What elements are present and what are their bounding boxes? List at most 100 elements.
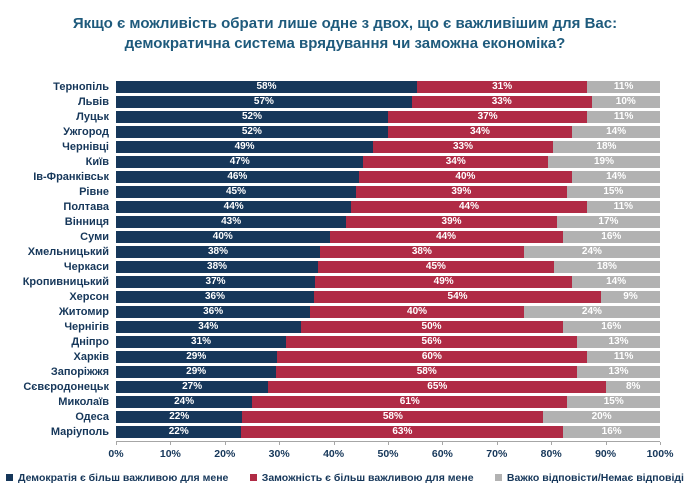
chart-row: Кропивницький 37% 49% 14% <box>8 275 660 290</box>
chart-row: Запоріжжя 29% 58% 13% <box>8 365 660 380</box>
category-label: Ужгород <box>63 126 109 139</box>
category-label: Львів <box>77 96 109 109</box>
bar-segment: 15% <box>566 186 660 199</box>
category-label: Житомир <box>58 306 109 319</box>
bar-segment: 18% <box>553 261 660 274</box>
bar-track: 58% 31% 11% <box>116 81 660 94</box>
bar-track: 49% 33% 18% <box>116 141 660 154</box>
bar-segment: 52% <box>116 111 388 124</box>
bar-track: 37% 49% 14% <box>116 276 660 289</box>
axis-tick <box>496 441 498 445</box>
bar-track: 31% 56% 13% <box>116 336 660 349</box>
bar-segment: 33% <box>411 96 592 109</box>
chart-title: Якщо є можливість обрати лише одне з дво… <box>72 15 618 52</box>
chart-row: Вінниця 43% 39% 17% <box>8 215 660 230</box>
bar-segment: 52% <box>116 126 388 139</box>
chart-row: Полтава 44% 44% 11% <box>8 200 660 215</box>
axis-tick-label: 80% <box>540 447 562 460</box>
category-label: Сєвєродонецьк <box>23 381 109 394</box>
chart-row: Харків 29% 60% 11% <box>8 350 660 365</box>
bar-track: 46% 40% 14% <box>116 171 660 184</box>
category-label: Вінниця <box>64 216 109 229</box>
bar-segment: 9% <box>601 291 660 304</box>
bar-segment: 50% <box>300 321 563 334</box>
bar-segment: 40% <box>310 306 524 319</box>
bar-track: 34% 50% 16% <box>116 321 661 334</box>
bar-segment: 37% <box>116 276 316 289</box>
bar-segment: 49% <box>315 276 573 289</box>
category-label: Ів-Франківськ <box>33 171 109 184</box>
bar-segment: 11% <box>587 351 660 364</box>
bar-segment: 49% <box>116 141 374 154</box>
bar-segment: 58% <box>276 366 578 379</box>
category-label: Дніпро <box>71 336 109 349</box>
legend-label-democracy: Демократія є більш важливою для мене <box>18 471 229 484</box>
chart-row: Суми 40% 44% 16% <box>8 230 660 245</box>
category-label: Луцьк <box>76 111 109 124</box>
bar-segment: 61% <box>252 396 568 409</box>
chart-row: Львів 57% 33% 10% <box>8 95 660 110</box>
axis-tick-label: 70% <box>486 447 508 460</box>
axis-tick <box>388 441 389 445</box>
category-label: Черкаси <box>63 261 109 274</box>
chart-row: Ужгород 52% 34% 14% <box>8 125 660 140</box>
chart-row: Київ 47% 34% 19% <box>8 155 660 170</box>
survey-stacked-bar-chart: Якщо є можливість обрати лише одне з дво… <box>6 15 684 484</box>
bar-segment: 63% <box>241 426 564 439</box>
bar-segment: 34% <box>363 156 549 169</box>
chart-row: Чернігів 34% 50% 16% <box>8 320 661 335</box>
axis-tick-label: 50% <box>377 447 399 460</box>
bar-segment: 11% <box>587 111 660 124</box>
legend-item-democracy: Демократія є більш важливою для мене <box>6 472 228 484</box>
axis-tick <box>333 441 335 445</box>
bar-segment: 65% <box>268 381 607 394</box>
bar-segment: 24% <box>523 246 661 259</box>
category-label: Суми <box>80 231 109 244</box>
bar-segment: 8% <box>606 381 660 394</box>
axis-tick-label: 0% <box>108 447 124 460</box>
axis-tick <box>279 441 281 445</box>
bar-track: 52% 34% 14% <box>116 126 660 139</box>
bar-segment: 54% <box>314 291 602 304</box>
legend: Демократія є більш важливою для мене Зам… <box>6 472 684 484</box>
bar-track: 38% 45% 18% <box>116 261 660 274</box>
axis-tick-label: 60% <box>431 447 453 460</box>
x-axis: 0% 10% 20% 30% 40% 50% 60% 70% 80% 90% 100% <box>8 440 673 464</box>
axis-tick <box>170 441 172 445</box>
bar-track: 29% 60% 11% <box>116 351 660 364</box>
bar-segment: 47% <box>116 156 364 169</box>
category-label: Хмельницький <box>27 246 109 259</box>
legend-swatch-undecided <box>494 474 502 482</box>
bar-track: 22% 63% 16% <box>116 426 661 439</box>
category-label: Київ <box>85 156 109 169</box>
bar-track: 29% 58% 13% <box>116 366 660 379</box>
chart-row: Тернопіль 58% 31% 11% <box>8 80 660 95</box>
bar-segment: 24% <box>523 306 660 319</box>
axis-tick-label: 90% <box>595 447 617 460</box>
bar-segment: 16% <box>563 426 661 439</box>
bar-segment: 33% <box>373 141 553 154</box>
bar-track: 36% 54% 9% <box>116 291 660 304</box>
category-label: Запоріжжя <box>50 366 109 379</box>
bar-segment: 16% <box>562 321 661 334</box>
bar-track: 44% 44% 11% <box>116 201 660 214</box>
bar-segment: 29% <box>116 366 277 379</box>
axis-tick <box>660 441 661 445</box>
bar-segment: 36% <box>116 291 315 304</box>
bar-track: 43% 39% 17% <box>116 216 660 229</box>
chart-row: Луцьк 52% 37% 11% <box>8 110 660 125</box>
bar-segment: 10% <box>591 96 660 109</box>
bar-segment: 38% <box>116 246 320 259</box>
chart-row: Ів-Франківськ 46% 40% 14% <box>8 170 660 185</box>
chart-row: Миколаїв 24% 61% 15% <box>8 395 661 410</box>
bar-segment: 16% <box>562 231 660 244</box>
bar-segment: 45% <box>116 186 356 199</box>
bar-chart-area: Тернопіль 58% 31% 11% Львів 57% 33% 10% Луцьк 52%… <box>8 80 673 464</box>
axis-tick <box>224 441 226 445</box>
bar-segment: 56% <box>286 336 578 349</box>
axis-tick-label: 40% <box>323 447 345 460</box>
bar-segment: 44% <box>329 231 563 244</box>
bar-segment: 58% <box>242 411 544 424</box>
legend-label-wealth: Заможність є більш важливою для мене <box>261 471 474 484</box>
bar-segment: 34% <box>387 126 573 139</box>
